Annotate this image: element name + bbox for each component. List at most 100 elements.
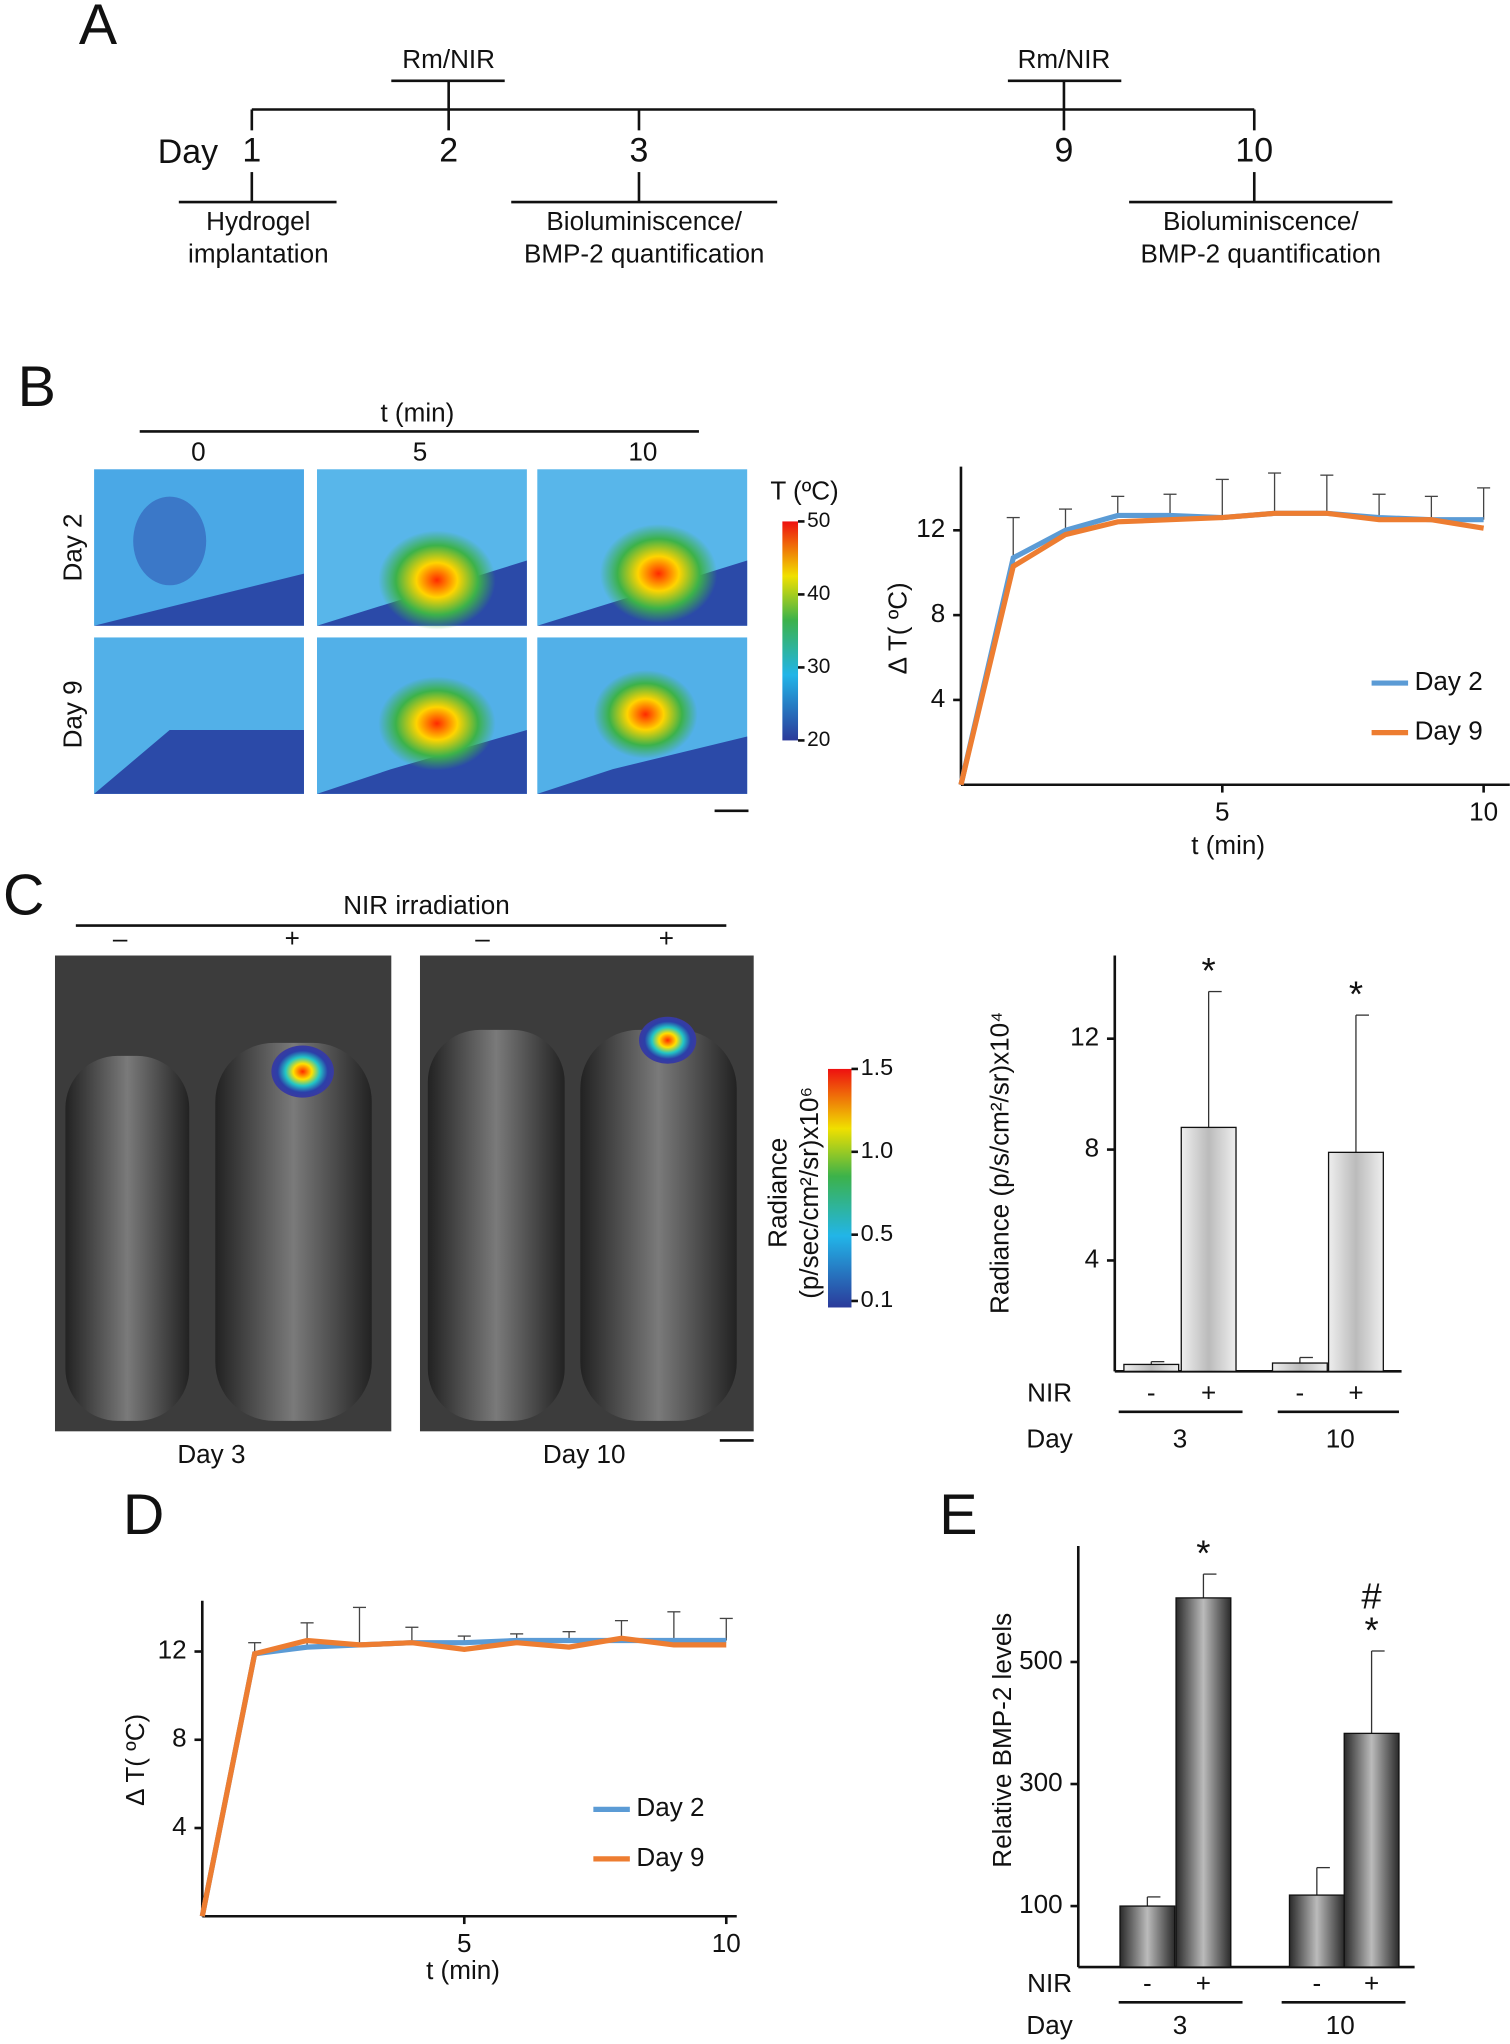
bar	[1175, 1597, 1232, 1968]
bar	[1119, 1905, 1176, 1968]
panel-label: C	[3, 864, 44, 928]
legend-label: Day 9	[636, 1842, 704, 1872]
annotation: *	[1349, 974, 1363, 1015]
y-axis-label: Radiance (p/s/cm²/sr)x10⁴	[984, 1012, 1014, 1314]
nir-header: NIR irradiation	[343, 890, 510, 920]
category-label: +	[1196, 1968, 1211, 1998]
event-above: Rm/NIR	[1018, 44, 1111, 74]
panel-label: E	[939, 1483, 977, 1547]
y-tick-label: 4	[1085, 1243, 1100, 1273]
error-bar	[1424, 495, 1438, 520]
photo-day: Day 3	[177, 1439, 245, 1469]
error-bar	[1111, 495, 1125, 516]
group-title: Day	[1026, 1423, 1072, 1453]
colorbar-label: 0.5	[861, 1220, 894, 1246]
group-label: 3	[1173, 2010, 1188, 2040]
group-label: 10	[1326, 1423, 1355, 1453]
category-label: -	[1296, 1378, 1305, 1408]
nir-sign: –	[113, 923, 128, 953]
y-tick-label: 8	[1085, 1132, 1100, 1162]
y-tick-label: 4	[172, 1811, 187, 1841]
error-bar	[1006, 516, 1020, 558]
panel-label: B	[18, 355, 56, 419]
category-label: +	[1348, 1378, 1363, 1408]
time-label: 10	[628, 437, 657, 467]
time-label: 0	[191, 437, 206, 467]
event-below: BMP-2 quantification	[524, 238, 764, 268]
event-below: Bioluminiscence/	[546, 206, 742, 236]
colorbar-label: 30	[807, 655, 830, 678]
error-bar	[352, 1606, 366, 1645]
group-label: 10	[1326, 2010, 1355, 2040]
colorbar-title: (p/sec/cm²/sr)x10⁶	[794, 1087, 824, 1299]
category-label: +	[1201, 1378, 1216, 1408]
error-bar	[1163, 493, 1177, 516]
y-tick-label: 4	[931, 683, 946, 713]
y-axis-label: Relative BMP-2 levels	[987, 1613, 1017, 1868]
error-bar	[719, 1617, 733, 1641]
row-label: Day 2	[57, 513, 87, 581]
annotation: #	[1361, 1575, 1382, 1616]
nir-sign: +	[285, 923, 300, 953]
group-title: Day	[1026, 2010, 1072, 2040]
day-number: 2	[439, 131, 458, 169]
series-line	[958, 510, 1484, 786]
x-tick-label: 5	[1215, 796, 1230, 826]
mouse	[580, 1029, 737, 1421]
colorbar-label: 1.0	[861, 1137, 894, 1163]
event-below: Hydrogel	[206, 206, 310, 236]
y-tick-label: 12	[1070, 1022, 1099, 1052]
x-tick-label: 10	[1469, 796, 1498, 826]
photo-day: Day 10	[543, 1439, 626, 1469]
x-axis-label: t (min)	[426, 1955, 500, 1985]
thermal-images	[94, 430, 799, 813]
event-below: implantation	[188, 238, 329, 268]
category-title: NIR	[1027, 1968, 1072, 1998]
radiance-colorbar	[828, 1068, 852, 1308]
nir-sign: +	[659, 923, 674, 953]
bioluminescence-images	[54, 924, 852, 1442]
colorbar-label: 40	[807, 582, 830, 605]
y-axis-label: Δ T( ºC)	[120, 1714, 150, 1806]
nir-sign: –	[475, 923, 490, 953]
signal	[271, 1045, 334, 1098]
category-label: +	[1364, 1968, 1379, 1998]
category-label: -	[1143, 1968, 1152, 1998]
colorbar-label: 50	[807, 509, 830, 532]
y-axis-label: Δ T( ºC)	[883, 582, 913, 674]
y-tick-label: 12	[158, 1634, 187, 1664]
time-label: 5	[413, 437, 428, 467]
bar	[1123, 1363, 1180, 1373]
y-tick-label: 300	[1019, 1767, 1062, 1797]
error-bar	[1477, 487, 1491, 520]
colorbar-title: Radiance	[763, 1138, 793, 1248]
error-bar	[1268, 472, 1282, 514]
category-title: NIR	[1027, 1378, 1072, 1408]
thermal-photo	[94, 469, 748, 794]
colorbar-label: 0.1	[861, 1286, 894, 1312]
mouse	[215, 1042, 372, 1421]
signal	[638, 1016, 697, 1064]
series-line	[199, 1635, 727, 1917]
x-tick-label: 10	[712, 1928, 741, 1958]
day-number: 9	[1055, 131, 1074, 169]
y-tick-label: 8	[172, 1723, 187, 1753]
mouse	[65, 1055, 190, 1421]
annotation: *	[1364, 1609, 1378, 1650]
category-label: -	[1147, 1378, 1156, 1408]
y-tick-label: 100	[1019, 1889, 1062, 1919]
error-bar	[1058, 508, 1073, 531]
category-label: -	[1312, 1968, 1321, 1998]
bar	[1327, 1151, 1384, 1373]
bar	[1271, 1362, 1328, 1373]
colorbar-label: 20	[807, 728, 830, 751]
y-tick-label: 8	[931, 598, 946, 628]
error-bar	[667, 1611, 681, 1641]
series-line	[958, 510, 1485, 786]
panel-label: D	[123, 1483, 164, 1547]
legend-label: Day 9	[1415, 715, 1483, 745]
bar	[1343, 1732, 1400, 1968]
bar	[1288, 1894, 1345, 1968]
